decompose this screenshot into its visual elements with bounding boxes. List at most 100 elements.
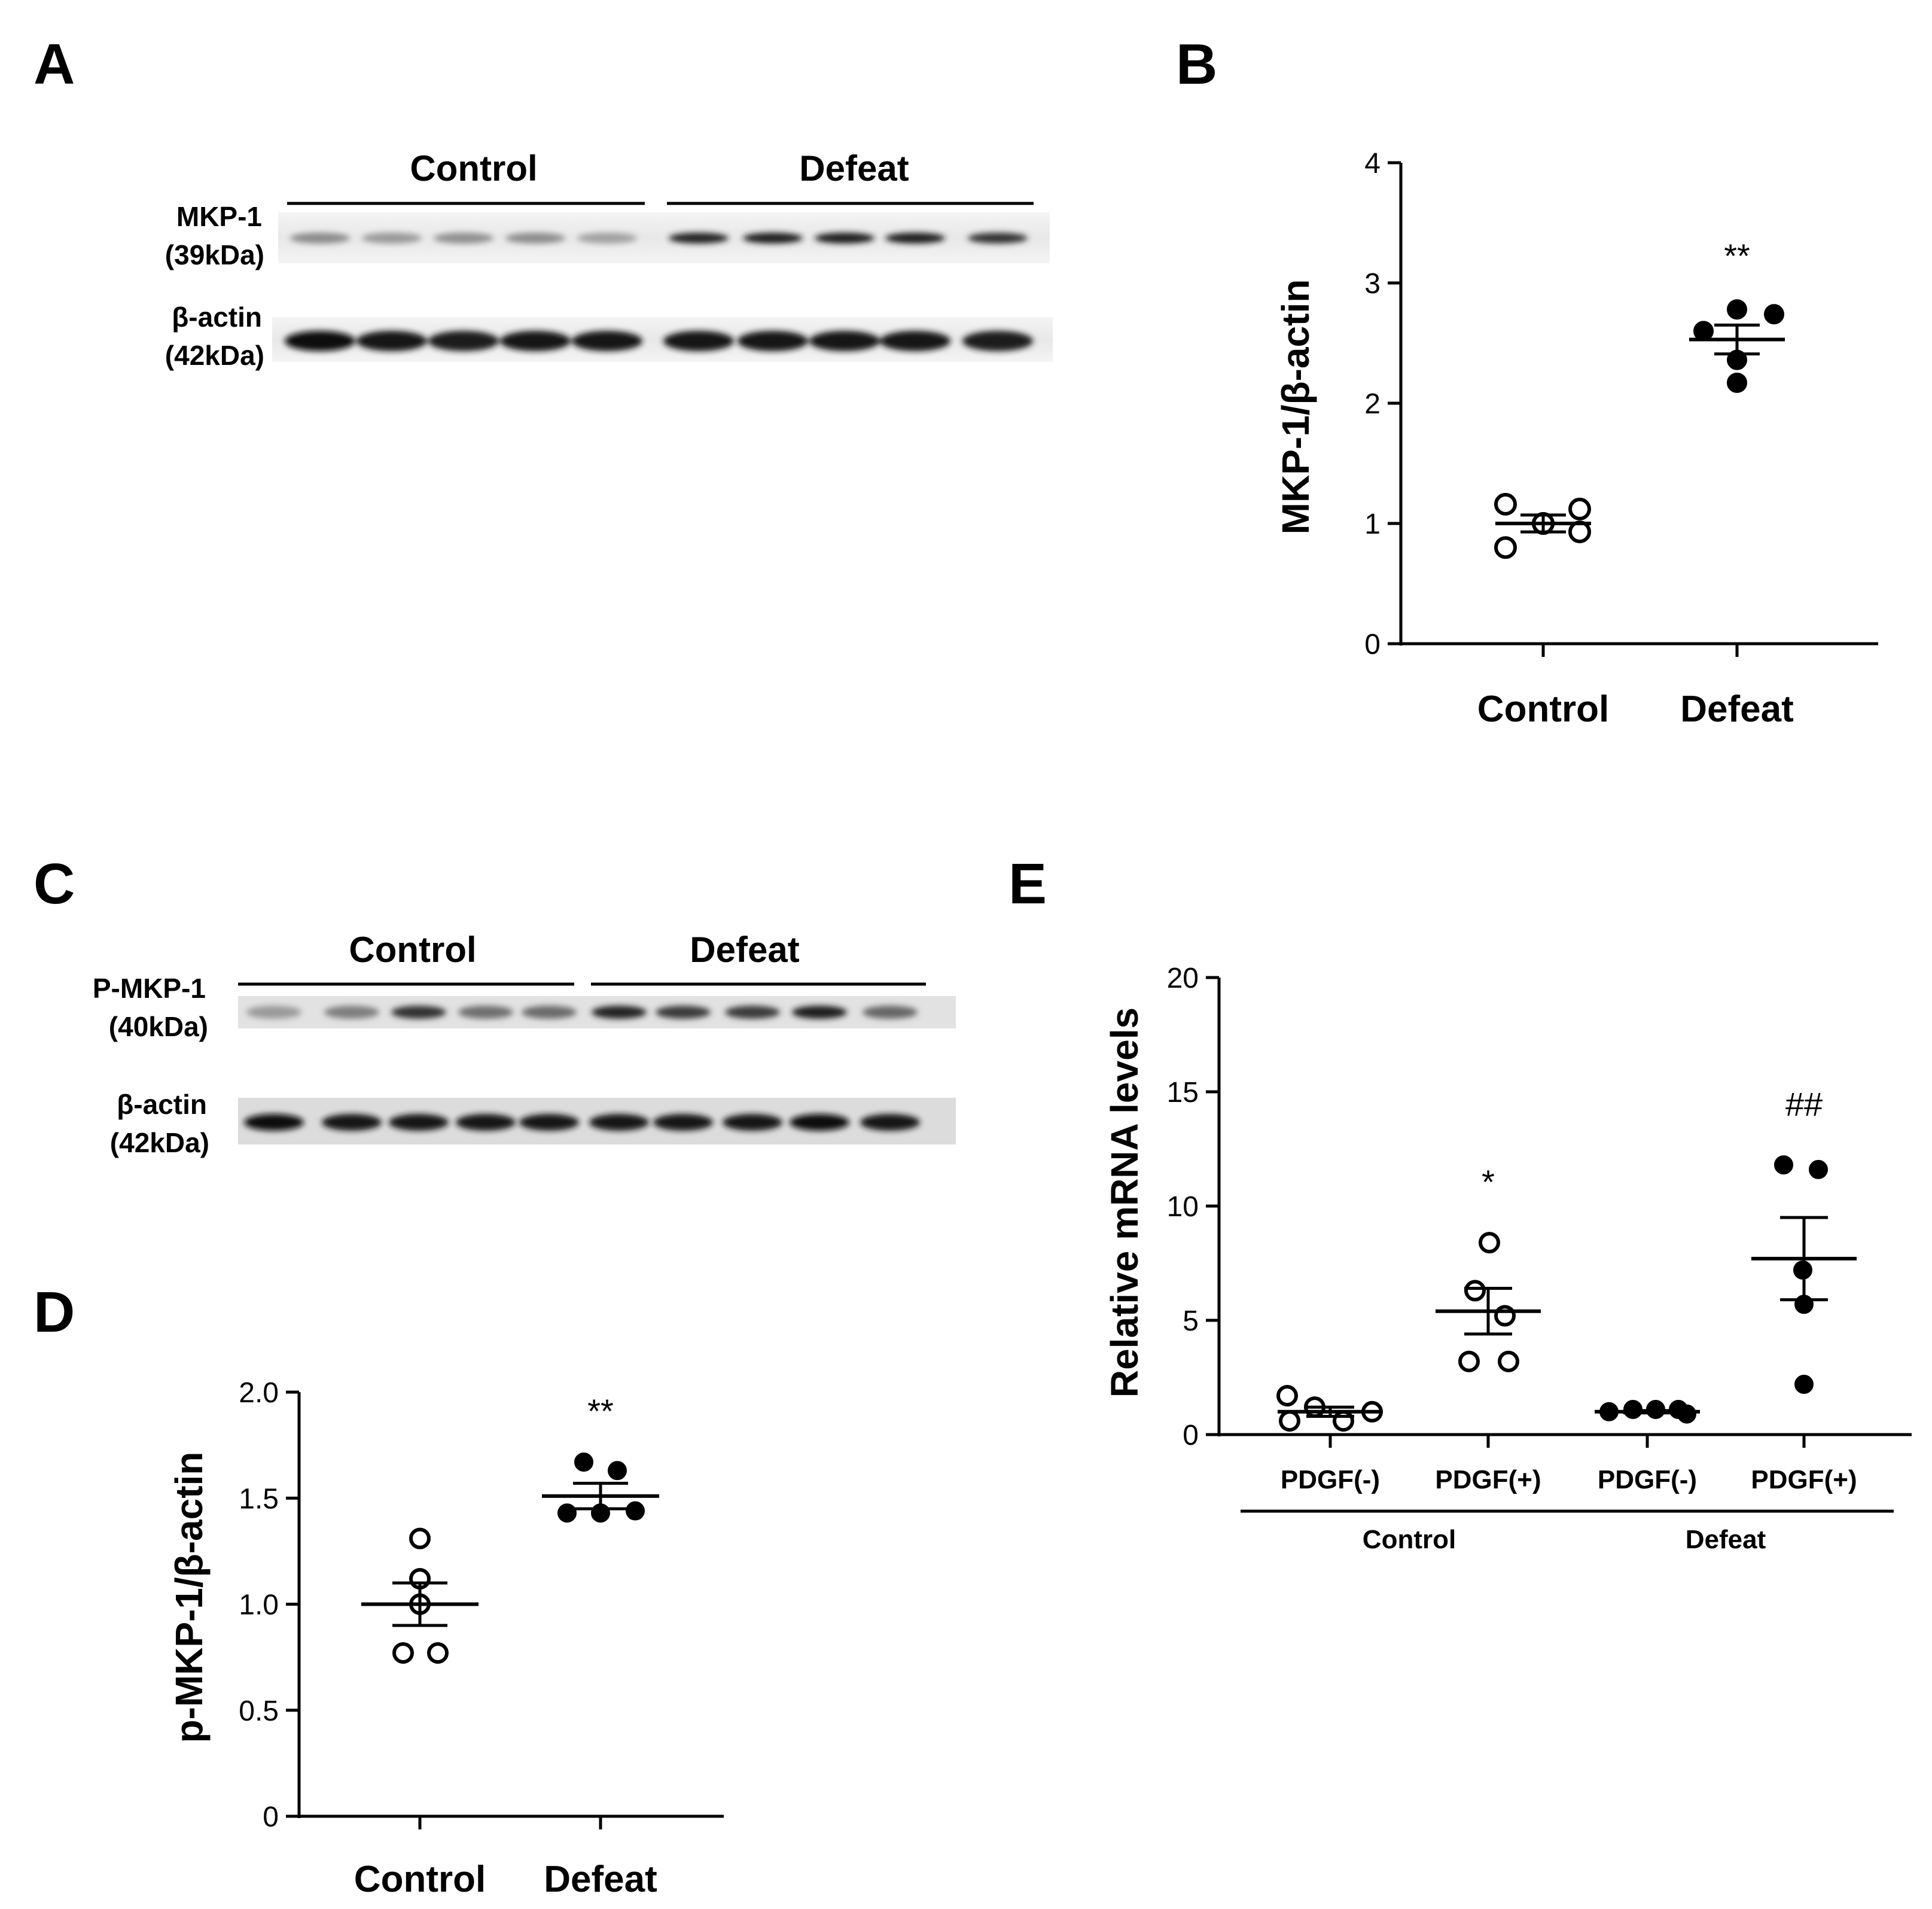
blot-c-actin-band-8: [723, 1114, 782, 1131]
blot-a-band1-size: (39kDa): [165, 239, 264, 270]
chart-e-x-tick-label: PDGF(-): [1281, 1465, 1380, 1494]
panel-letter-e: E: [1008, 852, 1047, 916]
blot-c-actin-band-5: [519, 1114, 579, 1131]
chart-b-x-tick-label: Control: [1477, 689, 1609, 730]
chart-d-y-tick-label: 1.5: [239, 1483, 279, 1515]
chart-b-y-axis-title: MKP-1/β-actin: [1274, 279, 1317, 535]
chart-d-x-tick-label: Control: [354, 1859, 486, 1900]
panel-a: A Control Defeat MKP-1 (39kDa) β-actin (…: [33, 32, 1053, 371]
chart-d-x-tick-label: Defeat: [544, 1859, 657, 1900]
chart-e-point: [1458, 1350, 1480, 1372]
blot-c-pmkp1-band-9: [792, 1006, 847, 1019]
chart-b-point: [1727, 372, 1747, 393]
chart-e-y-tick-label: 15: [1167, 1077, 1199, 1109]
chart-b: 0 1 2 3 4 Control Defeat **: [1364, 148, 1878, 730]
chart-d-y-tick-label: 1.0: [239, 1590, 279, 1621]
blot-c-pmkp1-band-1: [246, 1006, 301, 1019]
blot-a-actin-band-3: [428, 331, 499, 351]
blot-a-actin-band-1: [285, 331, 355, 351]
blot-c-pmkp1-band-10: [863, 1006, 918, 1019]
chart-e-y-tick-label: 5: [1183, 1305, 1199, 1337]
chart-e-group-label: Defeat: [1686, 1525, 1766, 1554]
chart-e: 0 5 10 15 20 PDGF(-) PDGF(+) PDGF(-) PDGF(+) Cont…: [1167, 963, 1912, 1554]
chart-e-group-label: Control: [1363, 1525, 1456, 1554]
chart-e-point: [1794, 1374, 1814, 1394]
chart-e-x-tick-label: PDGF(+): [1751, 1465, 1857, 1494]
blot-c-actin-band-4: [456, 1114, 516, 1131]
blot-a-band2-name: β-actin: [172, 302, 262, 333]
blot-a-group-control: Control: [410, 148, 537, 188]
blot-a-actin-bands: [285, 331, 1033, 351]
chart-d-point: [392, 1642, 414, 1664]
blot-c-actin-band-7: [653, 1114, 713, 1131]
chart-e-point: [1479, 1232, 1500, 1254]
chart-e-y-tick-label: 10: [1167, 1191, 1199, 1223]
chart-d-y-tick-label: 0.5: [239, 1695, 279, 1727]
chart-e-x-tick-label: PDGF(+): [1435, 1465, 1541, 1494]
blot-a-actin-band-7: [738, 331, 808, 351]
chart-d-point: [626, 1501, 645, 1521]
chart-b-y-tick-label: 4: [1364, 148, 1381, 179]
blot-a-mkp1-band-1: [290, 233, 350, 243]
chart-e-point: [1774, 1155, 1793, 1175]
blot-a-band2-size: (42kDa): [165, 340, 264, 371]
blot-c-pmkp1-band-8: [725, 1006, 780, 1019]
chart-e-y-axis-title: Relative mRNA levels: [1103, 1007, 1146, 1398]
chart-b-y-tick-label: 3: [1364, 268, 1381, 300]
chart-e-x-tick-label: PDGF(-): [1598, 1465, 1697, 1494]
panel-letter-b: B: [1176, 32, 1217, 96]
blot-c-actin-band-3: [389, 1114, 449, 1131]
chart-d: 0 0.5 1.0 1.5 2.0 Control Defeat **: [239, 1377, 724, 1900]
chart-e-point: [1677, 1404, 1696, 1424]
chart-d-point: [608, 1461, 627, 1481]
blot-c-actin-band-9: [790, 1114, 849, 1131]
panel-d: D p-MKP-1/β-actin 0 0.5 1.0 1.5 2.0 Control De…: [33, 1280, 724, 1900]
chart-b-point: [1494, 536, 1517, 559]
blot-c-actin-band-2: [322, 1114, 382, 1131]
chart-b-y-tick-label: 1: [1364, 509, 1381, 540]
blot-a-mkp1-band-4: [505, 233, 565, 243]
panel-e: E Relative mRNA levels 0 5 10 15 20 PDGF(-) PD…: [1008, 852, 1912, 1554]
panel-c: C Control Defeat P-MKP-1 (40kDa) β-actin…: [33, 852, 956, 1158]
chart-e-point: [1498, 1350, 1519, 1372]
chart-b-point: [1494, 492, 1517, 516]
blot-a-mkp1-band-7: [743, 233, 803, 243]
blot-a-mkp1-band-2: [362, 233, 422, 243]
blot-a-mkp1-band-6: [669, 233, 729, 243]
chart-b-point: [1568, 497, 1591, 520]
blot-c-group-control: Control: [349, 930, 476, 970]
chart-d-point: [427, 1642, 449, 1664]
chart-b-significance-mark: **: [1724, 237, 1750, 275]
chart-e-y-tick-label: 20: [1167, 963, 1199, 994]
chart-b-x-tick-label: Defeat: [1680, 689, 1794, 730]
chart-e-point: [1809, 1159, 1828, 1179]
blot-a-actin-band-9: [880, 331, 950, 351]
panel-letter-c: C: [33, 852, 75, 916]
chart-d-y-axis-title: p-MKP-1/β-actin: [167, 1451, 211, 1743]
blot-c-band1-name: P-MKP-1: [93, 973, 206, 1004]
chart-e-significance-mark: ##: [1785, 1085, 1823, 1123]
chart-b-point: [1764, 304, 1784, 325]
panel-b: B MKP-1/β-actin 0 1 2 3 4 Control Defeat **: [1176, 32, 1878, 730]
blot-c-actin-band-6: [589, 1114, 649, 1131]
blot-a-group-defeat: Defeat: [799, 148, 909, 188]
blot-a-actin-band-8: [809, 331, 880, 351]
blot-c-group-defeat: Defeat: [690, 930, 799, 970]
panel-letter-d: D: [33, 1280, 75, 1344]
chart-e-point: [1276, 1385, 1298, 1407]
blot-c-actin-bands: [244, 1114, 920, 1131]
blot-a-mkp1-band-8: [815, 233, 874, 243]
blot-c-pmkp1-band-6: [592, 1006, 647, 1019]
blot-a-actin-band-2: [356, 331, 427, 351]
chart-d-point: [574, 1452, 593, 1472]
chart-d-y-tick-label: 0: [263, 1801, 279, 1833]
chart-e-point: [1464, 1280, 1486, 1302]
blot-c-pmkp1-band-5: [522, 1006, 577, 1019]
chart-b-y-tick-label: 0: [1364, 629, 1381, 660]
blot-a-mkp1-band-9: [885, 233, 945, 243]
blot-a-band1-name: MKP-1: [176, 201, 262, 232]
blot-c-band1-size: (40kDa): [109, 1011, 208, 1042]
chart-e-significance-mark: *: [1482, 1163, 1495, 1201]
blot-a-mkp1-band-3: [434, 233, 493, 243]
